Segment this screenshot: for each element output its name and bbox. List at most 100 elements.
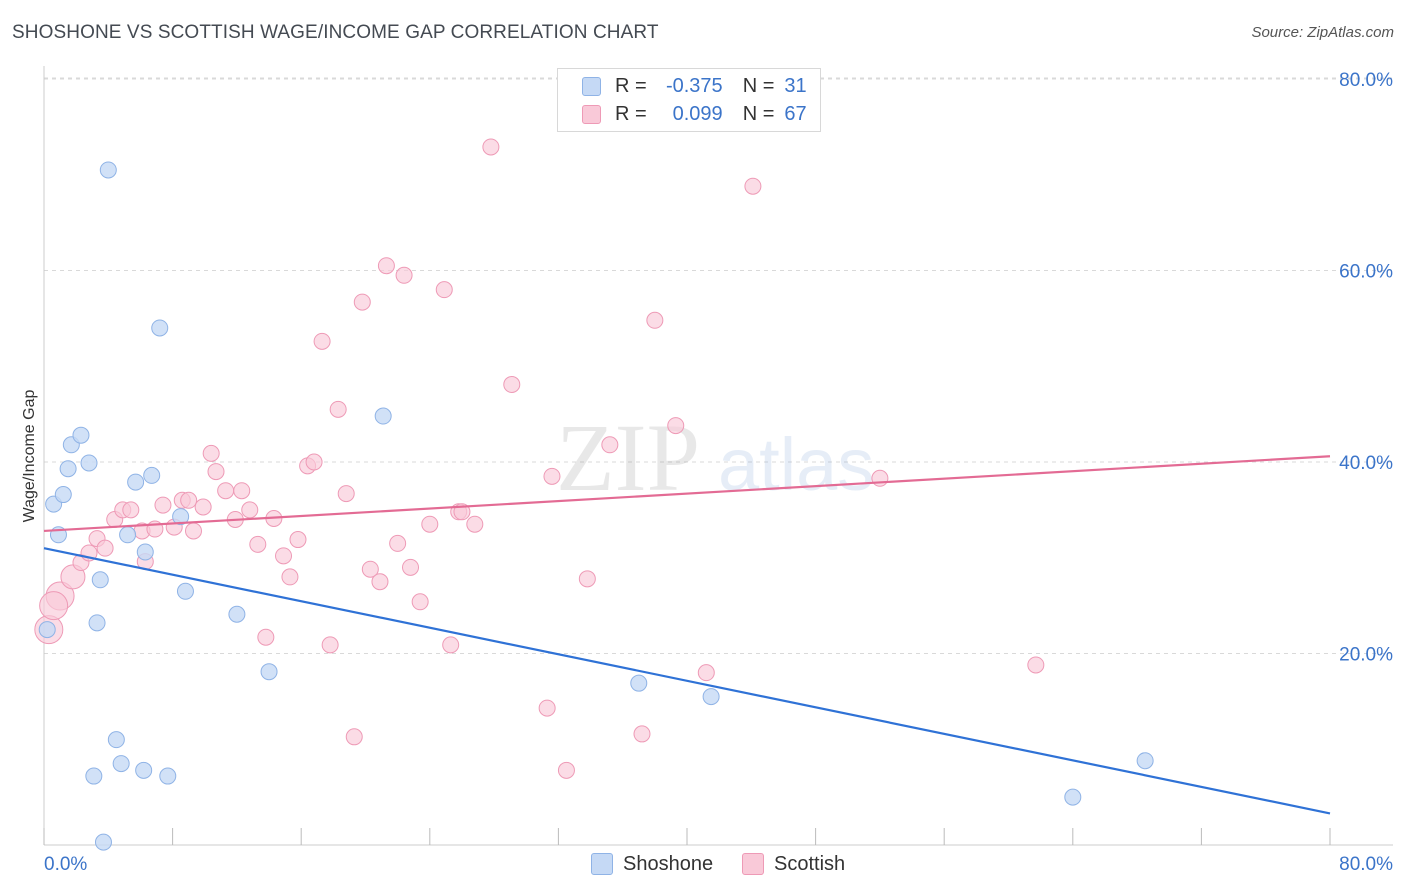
scottish-point bbox=[646, 311, 664, 329]
scottish-point bbox=[96, 539, 114, 557]
y-tick-label: 40.0% bbox=[1339, 453, 1393, 474]
legend-row-scottish: R = 0.099 N = 67 bbox=[582, 101, 807, 127]
scottish-point bbox=[1027, 656, 1045, 674]
scottish-point bbox=[402, 558, 420, 576]
scottish-point bbox=[389, 534, 407, 552]
shoshone-point bbox=[630, 674, 648, 692]
source-label: Source: ZipAtlas.com bbox=[1251, 24, 1394, 41]
grid-lines bbox=[44, 77, 1393, 654]
scottish-swatch bbox=[582, 104, 601, 124]
x-tick-label: 0.0% bbox=[44, 854, 87, 875]
shoshone-point bbox=[54, 486, 72, 504]
scottish-point bbox=[202, 444, 220, 462]
scottish-point bbox=[697, 664, 715, 682]
scottish-point bbox=[395, 266, 413, 284]
scottish-point bbox=[442, 636, 460, 654]
bottom-legend-scottish: Scottish bbox=[742, 851, 845, 877]
scottish-trend-line bbox=[43, 455, 1331, 533]
scottish-point bbox=[217, 482, 235, 500]
r-label: R = bbox=[615, 102, 647, 125]
scottish-point bbox=[601, 436, 619, 454]
scottish-point bbox=[557, 761, 575, 779]
legend-row-shoshone: R = -0.375 N = 31 bbox=[582, 73, 807, 99]
watermark: ZIP atlas bbox=[556, 404, 874, 511]
scottish-point bbox=[289, 531, 307, 549]
scottish-point bbox=[184, 522, 202, 540]
shoshone-point bbox=[159, 767, 177, 785]
shoshone-point bbox=[88, 614, 106, 632]
shoshone-point bbox=[91, 571, 109, 589]
scottish-point bbox=[345, 728, 363, 746]
scottish-point bbox=[377, 257, 395, 275]
scottish-points bbox=[34, 138, 1045, 779]
scottish-point bbox=[233, 482, 251, 500]
shoshone-point bbox=[127, 473, 145, 491]
stats-legend: R = -0.375 N = 31 R = 0.099 N = 67 bbox=[557, 68, 821, 132]
scottish-point bbox=[871, 469, 889, 487]
shoshone-point bbox=[228, 605, 246, 623]
shoshone-point bbox=[59, 460, 77, 478]
tick-labels: 20.0% 40.0% 60.0% 80.0% 0.0% 80.0% bbox=[44, 70, 1393, 875]
shoshone-point bbox=[72, 426, 90, 444]
shoshone-point bbox=[260, 663, 278, 681]
y-axis-label: Wage/Income Gap bbox=[21, 390, 38, 523]
shoshone-legend-label: Shoshone bbox=[623, 852, 714, 875]
scottish-point bbox=[482, 138, 500, 156]
scottish-point bbox=[337, 485, 355, 503]
scottish-r-value: 0.099 bbox=[672, 102, 723, 125]
scottish-point bbox=[503, 375, 521, 393]
shoshone-trend-line bbox=[43, 547, 1331, 815]
shoshone-point bbox=[107, 731, 125, 749]
shoshone-point bbox=[143, 466, 161, 484]
shoshone-swatch bbox=[582, 76, 601, 96]
shoshone-point bbox=[38, 621, 56, 639]
shoshone-point bbox=[176, 582, 194, 600]
scottish-point bbox=[39, 591, 69, 621]
shoshone-point bbox=[136, 543, 154, 561]
scottish-point bbox=[667, 417, 685, 435]
shoshone-r-value: -0.375 bbox=[665, 74, 723, 97]
scottish-point bbox=[353, 293, 371, 311]
shoshone-n-value: 31 bbox=[784, 74, 807, 97]
r-label: R = bbox=[615, 74, 647, 97]
scottish-point bbox=[329, 400, 347, 418]
scottish-point bbox=[154, 496, 172, 514]
scottish-point bbox=[578, 570, 596, 588]
shoshone-point bbox=[1136, 752, 1154, 770]
scottish-point bbox=[257, 628, 275, 646]
shoshone-point bbox=[80, 454, 98, 472]
scottish-point bbox=[241, 501, 259, 519]
n-label: N = bbox=[742, 102, 775, 125]
shoshone-point bbox=[374, 407, 392, 425]
scottish-point bbox=[281, 568, 299, 586]
scottish-point bbox=[207, 463, 225, 481]
watermark-atlas: atlas bbox=[718, 423, 874, 506]
y-tick-label: 20.0% bbox=[1339, 645, 1393, 666]
shoshone-point bbox=[172, 508, 190, 526]
shoshone-swatch bbox=[591, 853, 613, 875]
scottish-point bbox=[421, 515, 439, 533]
scottish-point bbox=[361, 560, 379, 578]
scottish-point bbox=[275, 547, 293, 565]
scottish-point bbox=[194, 498, 212, 516]
scottish-n-value: 67 bbox=[784, 102, 807, 125]
shoshone-point bbox=[94, 833, 112, 851]
scottish-swatch bbox=[742, 853, 764, 875]
shoshone-point bbox=[135, 761, 153, 779]
shoshone-point bbox=[1064, 788, 1082, 806]
chart-title: SHOSHONE VS SCOTTISH WAGE/INCOME GAP COR… bbox=[12, 22, 659, 43]
shoshone-point bbox=[112, 755, 130, 773]
scottish-point bbox=[435, 281, 453, 299]
shoshone-point bbox=[85, 767, 103, 785]
x-tick-label: 80.0% bbox=[1339, 854, 1393, 875]
scottish-point bbox=[633, 725, 651, 743]
shoshone-point bbox=[99, 161, 117, 179]
shoshone-point bbox=[702, 688, 720, 706]
shoshone-point bbox=[119, 526, 137, 544]
scottish-point bbox=[122, 501, 140, 519]
y-tick-label: 80.0% bbox=[1339, 70, 1393, 91]
scottish-point bbox=[305, 453, 323, 471]
axes bbox=[43, 66, 1393, 846]
n-label: N = bbox=[742, 74, 775, 97]
scottish-point bbox=[466, 515, 484, 533]
